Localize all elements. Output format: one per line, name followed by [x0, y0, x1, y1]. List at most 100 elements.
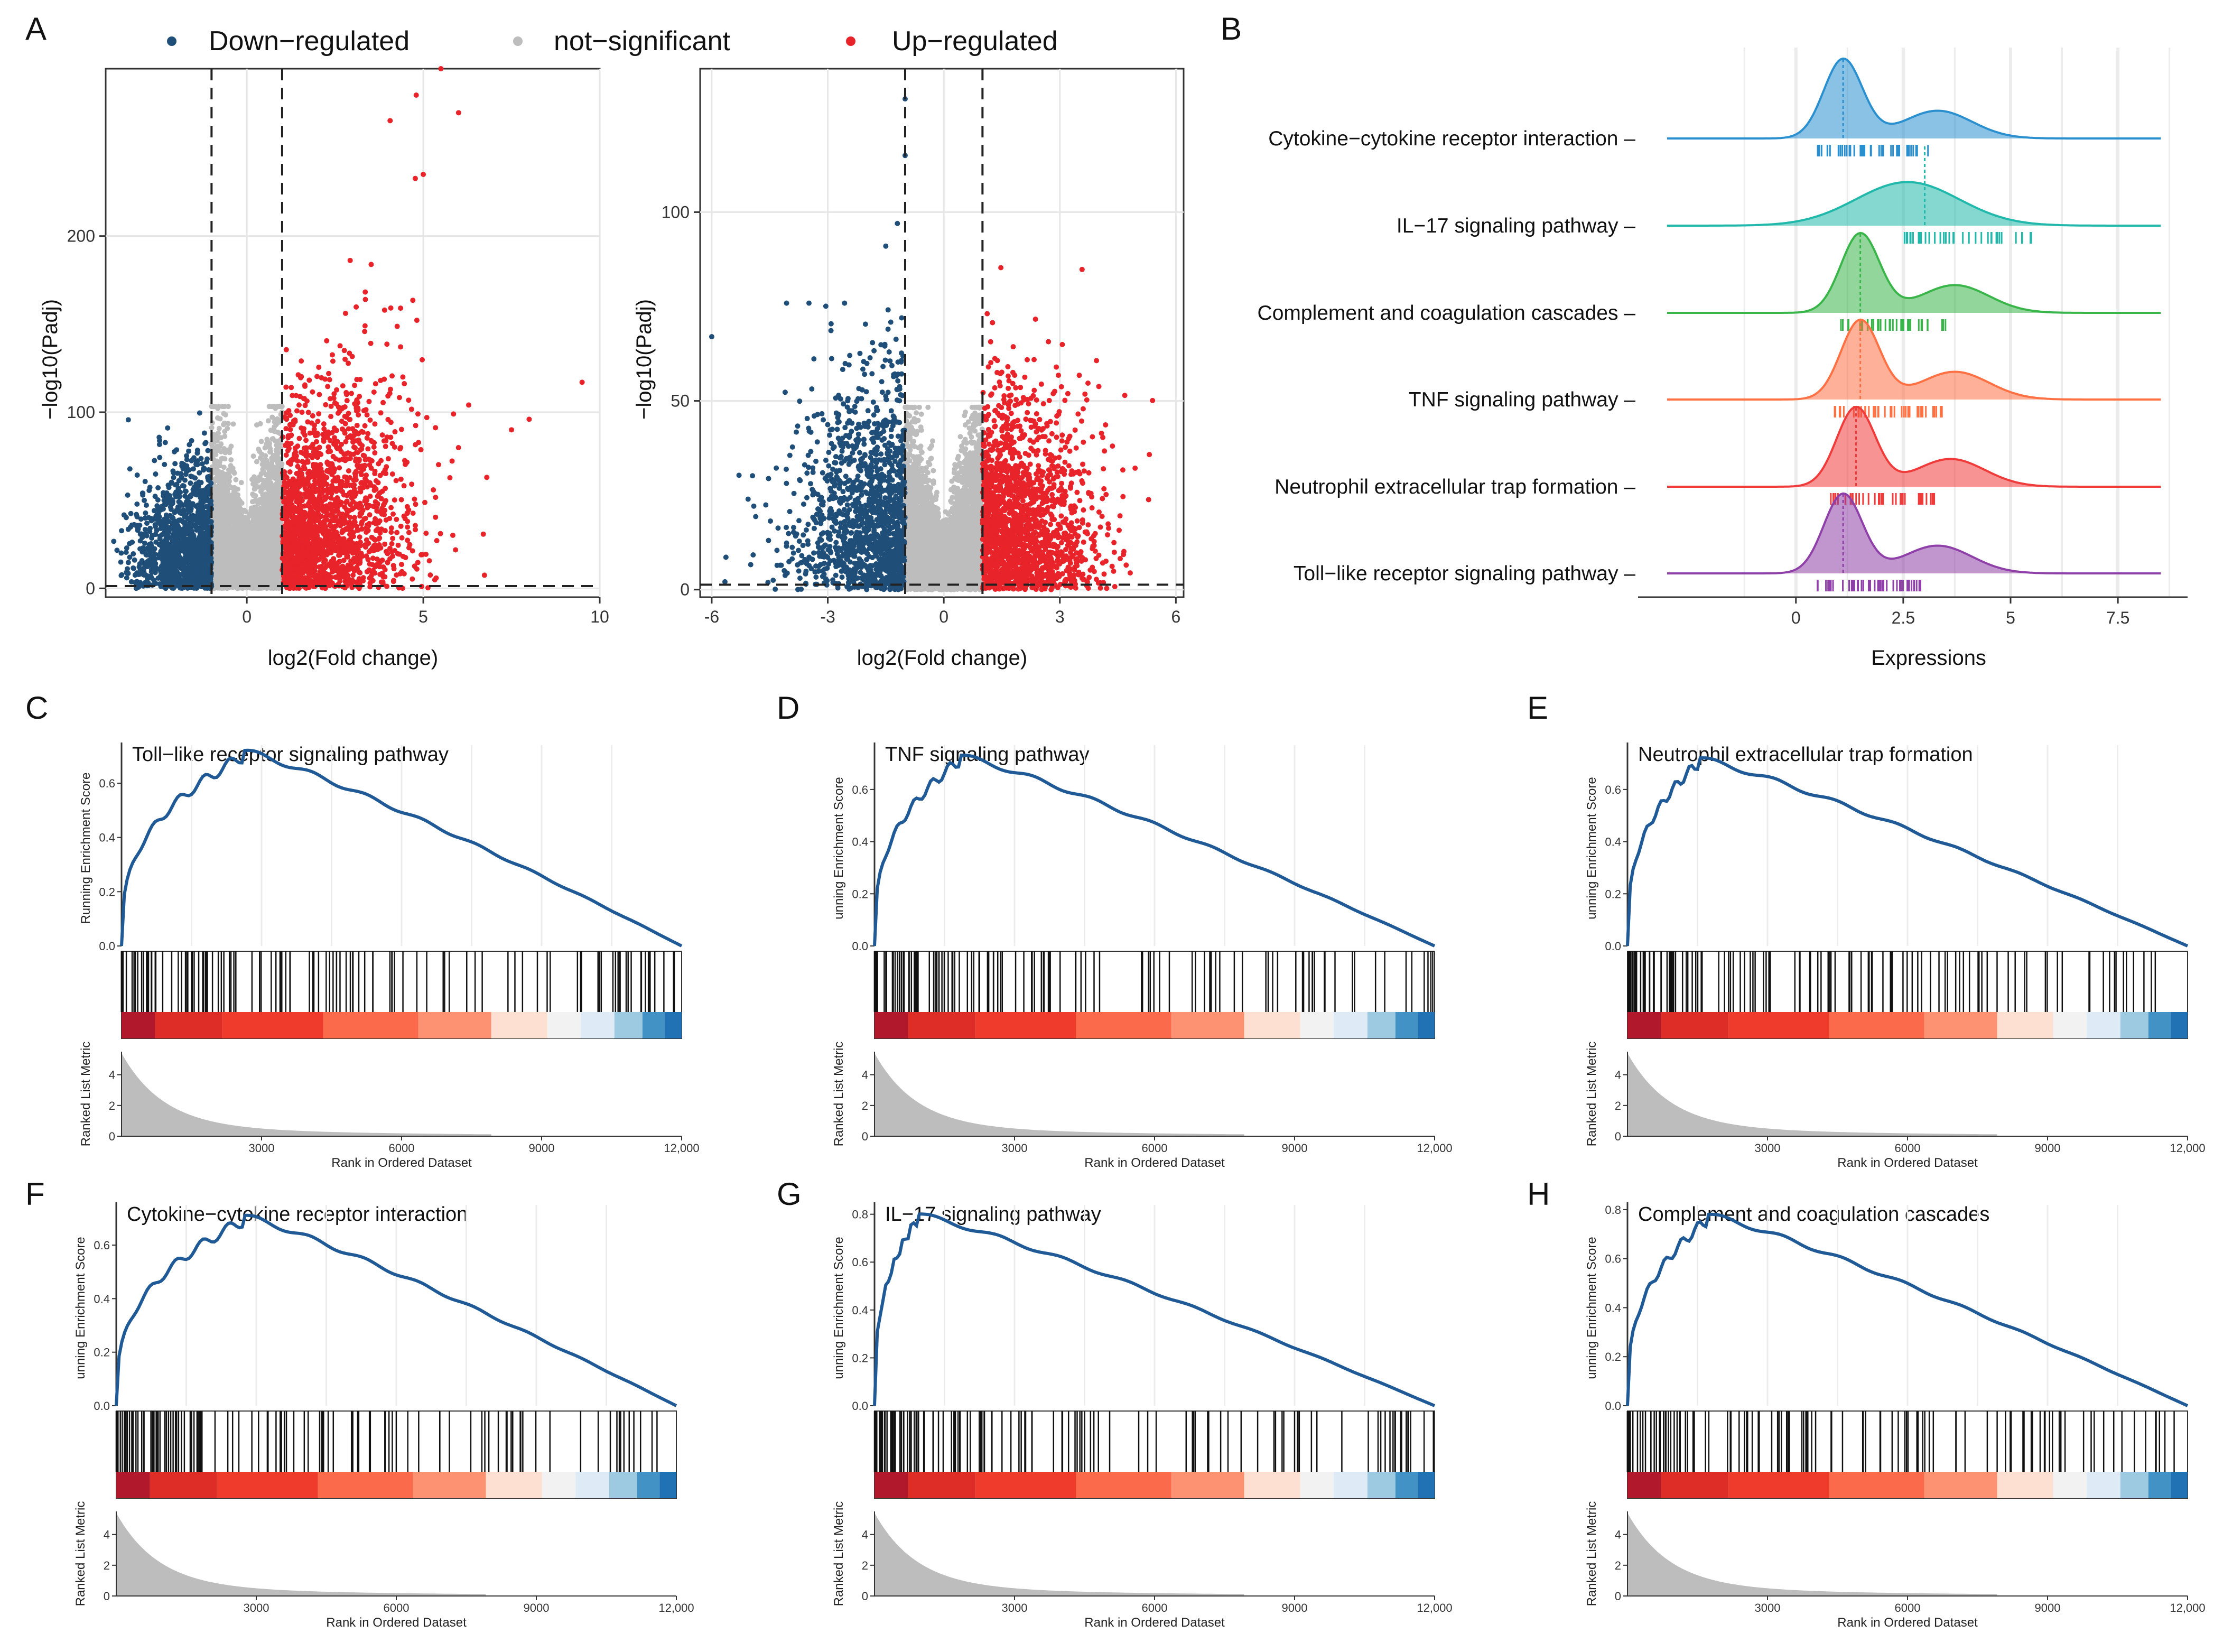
point-notsig — [225, 488, 230, 494]
point-notsig — [267, 449, 273, 455]
point-down — [201, 430, 207, 436]
point-notsig — [272, 424, 277, 430]
point-down — [202, 441, 208, 447]
point-notsig — [261, 544, 266, 550]
point-notsig — [241, 536, 247, 542]
point-notsig — [275, 483, 281, 489]
point-notsig — [271, 547, 277, 553]
point-notsig — [221, 507, 227, 513]
point-down — [128, 511, 134, 516]
point-down — [171, 475, 176, 480]
point-down — [136, 584, 142, 590]
legend-label-down: Down−regulated — [209, 26, 410, 57]
point-notsig — [229, 534, 235, 540]
point-notsig — [222, 539, 228, 544]
point-notsig — [265, 509, 271, 515]
panel-letter-d: D — [777, 690, 799, 726]
point-notsig — [274, 416, 280, 422]
point-notsig — [266, 404, 272, 410]
point-notsig — [223, 412, 229, 417]
point-notsig — [270, 561, 276, 567]
point-notsig — [253, 477, 259, 483]
point-down — [125, 570, 131, 576]
point-notsig — [238, 548, 244, 554]
point-notsig — [233, 477, 239, 482]
point-notsig — [254, 422, 259, 428]
point-notsig — [217, 472, 223, 478]
point-notsig — [255, 556, 261, 562]
point-notsig — [241, 541, 247, 546]
point-down — [205, 448, 211, 453]
point-down — [127, 541, 133, 546]
point-down — [127, 466, 133, 472]
point-notsig — [272, 466, 277, 472]
point-notsig — [251, 547, 257, 553]
point-notsig — [243, 555, 249, 561]
point-down — [181, 483, 187, 489]
point-notsig — [230, 421, 236, 427]
point-notsig — [222, 429, 228, 434]
volcano-legend: Down−regulated not−significant Up−regula… — [167, 26, 1058, 57]
point-notsig — [257, 550, 263, 555]
point-notsig — [228, 572, 234, 578]
point-notsig — [221, 421, 227, 426]
point-notsig — [224, 495, 230, 500]
point-notsig — [220, 404, 226, 410]
point-notsig — [263, 576, 268, 581]
point-notsig — [247, 559, 253, 565]
point-notsig — [256, 447, 262, 452]
point-notsig — [263, 523, 269, 529]
point-notsig — [240, 527, 246, 533]
point-notsig — [272, 475, 277, 481]
point-notsig — [217, 459, 222, 465]
point-notsig — [236, 531, 241, 536]
point-down — [157, 454, 163, 460]
point-down — [141, 497, 147, 503]
point-notsig — [221, 547, 227, 553]
point-notsig — [275, 507, 281, 513]
point-notsig — [276, 525, 282, 531]
point-notsig — [223, 521, 229, 527]
point-down — [154, 527, 160, 533]
point-down — [134, 512, 139, 517]
point-down — [125, 417, 131, 423]
point-notsig — [230, 582, 236, 588]
point-notsig — [258, 536, 264, 542]
point-down — [111, 539, 117, 544]
panel-letter-c: C — [25, 690, 48, 726]
legend-swatch-up — [846, 36, 855, 46]
point-notsig — [233, 551, 239, 556]
point-down — [125, 560, 131, 565]
point-notsig — [253, 562, 258, 568]
point-notsig — [213, 508, 219, 514]
legend-label-notsig: not−significant — [554, 26, 730, 57]
panel-letter-b: B — [1221, 11, 1242, 47]
point-down — [154, 503, 160, 509]
point-notsig — [229, 517, 235, 523]
point-notsig — [275, 460, 281, 466]
point-notsig — [226, 467, 231, 473]
point-notsig — [219, 562, 225, 568]
point-down — [162, 461, 168, 467]
point-notsig — [256, 575, 262, 581]
point-notsig — [254, 459, 259, 465]
point-notsig — [236, 508, 242, 514]
point-down — [190, 501, 196, 507]
point-notsig — [234, 562, 239, 568]
point-notsig — [231, 546, 237, 552]
point-notsig — [268, 534, 274, 540]
point-notsig — [262, 568, 267, 574]
point-down — [188, 480, 193, 486]
point-notsig — [236, 578, 242, 584]
point-notsig — [273, 448, 279, 453]
point-notsig — [252, 539, 258, 545]
point-down — [197, 470, 202, 476]
point-down — [167, 493, 173, 499]
point-down — [134, 501, 140, 507]
point-notsig — [238, 480, 244, 486]
legend-swatch-down — [167, 36, 176, 46]
point-notsig — [250, 453, 256, 459]
point-down — [198, 456, 204, 461]
point-notsig — [216, 430, 221, 436]
